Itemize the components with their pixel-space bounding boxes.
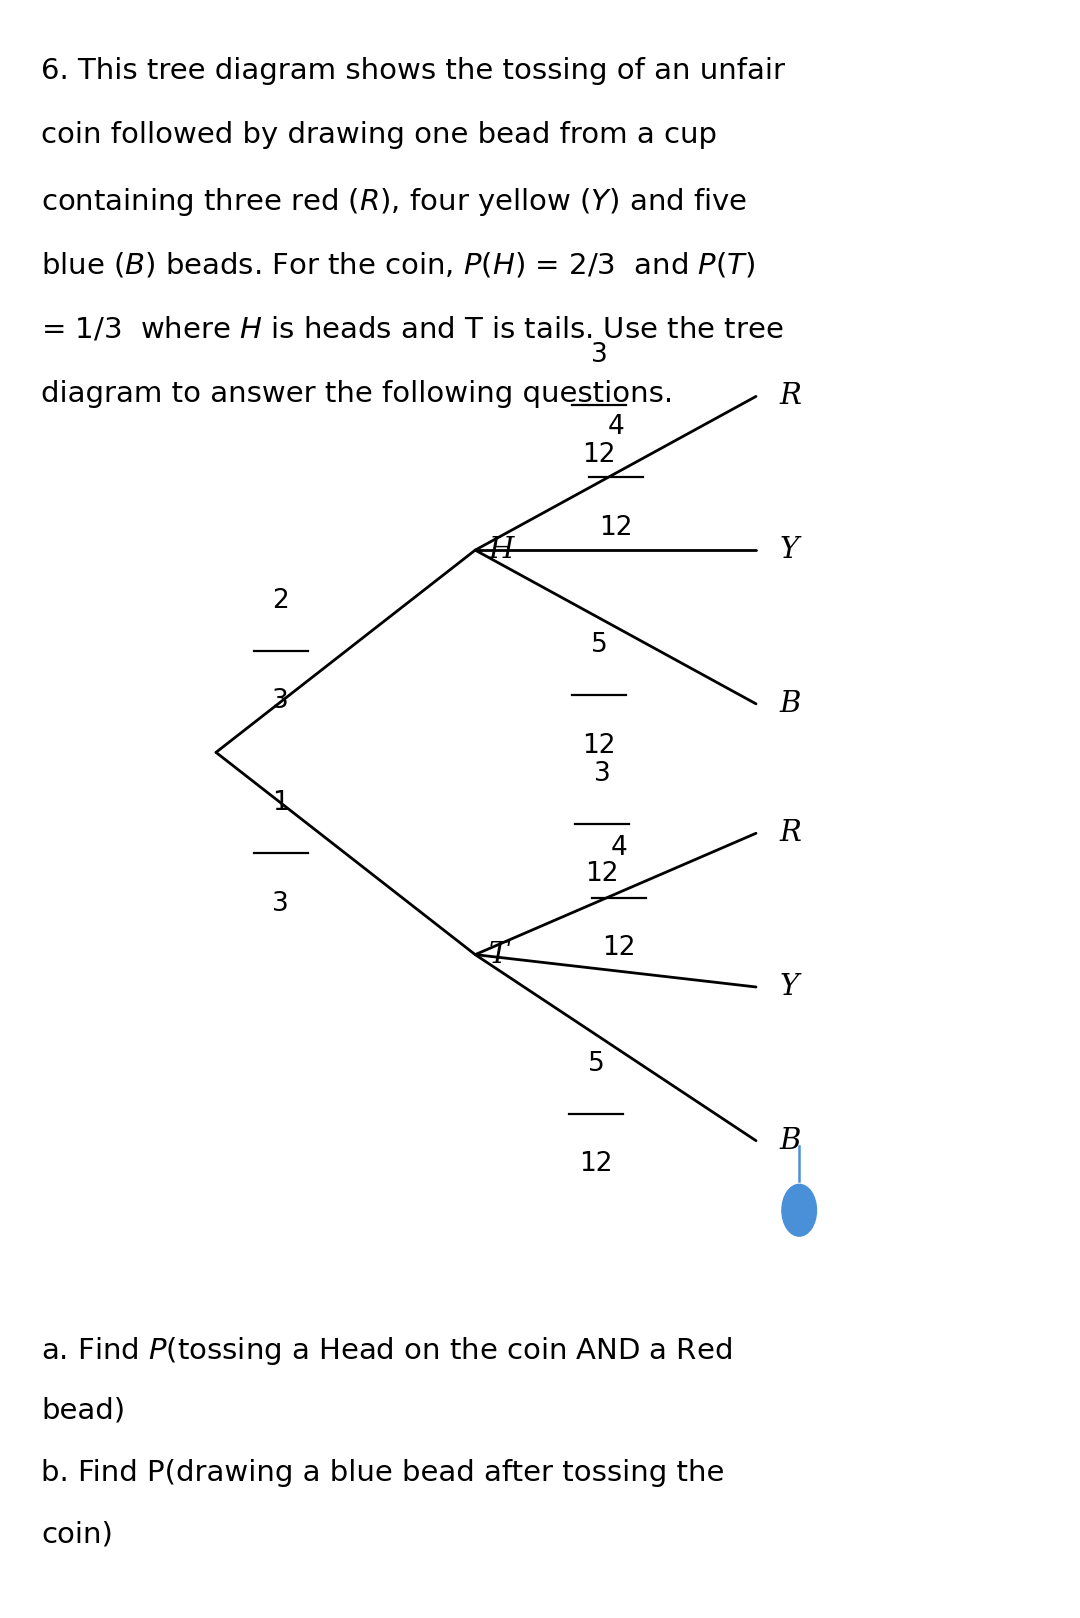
- Text: 1: 1: [272, 790, 289, 815]
- Text: diagram to answer the following questions.: diagram to answer the following question…: [41, 380, 673, 408]
- Text: B: B: [780, 689, 801, 718]
- Text: b. Find P(drawing a blue bead after tossing the: b. Find P(drawing a blue bead after toss…: [41, 1459, 725, 1487]
- Text: 12: 12: [585, 861, 619, 887]
- Text: 3: 3: [594, 760, 610, 786]
- Text: 12: 12: [579, 1152, 612, 1178]
- Text: 6. This tree diagram shows the tossing of an unfair: 6. This tree diagram shows the tossing o…: [41, 57, 785, 84]
- Text: 3: 3: [591, 341, 607, 367]
- Text: bead): bead): [41, 1396, 125, 1424]
- Text: Y: Y: [780, 972, 799, 1002]
- Text: containing three red ($R$), four yellow ($Y$) and five: containing three red ($R$), four yellow …: [41, 186, 747, 218]
- Text: 3: 3: [272, 689, 289, 715]
- Text: coin followed by drawing one bead from a cup: coin followed by drawing one bead from a…: [41, 121, 717, 149]
- Text: a. Find $P$(tossing a Head on the coin AND a Red: a. Find $P$(tossing a Head on the coin A…: [41, 1335, 732, 1367]
- Text: = 1/3  where $H$ is heads and T is tails. Use the tree: = 1/3 where $H$ is heads and T is tails.…: [41, 316, 783, 343]
- Circle shape: [782, 1184, 816, 1236]
- Text: 3: 3: [272, 890, 289, 917]
- Text: 12: 12: [582, 733, 616, 759]
- Text: 5: 5: [591, 633, 607, 659]
- Text: blue ($B$) beads. For the coin, $P$($H$) = 2/3  and $P$($T$): blue ($B$) beads. For the coin, $P$($H$)…: [41, 251, 756, 280]
- Text: 2: 2: [272, 587, 289, 615]
- Text: 5: 5: [588, 1052, 605, 1078]
- Text: R: R: [780, 819, 801, 848]
- Text: 4: 4: [611, 835, 627, 861]
- Text: R: R: [780, 382, 801, 411]
- Text: 12: 12: [582, 442, 616, 468]
- Text: B: B: [780, 1126, 801, 1155]
- Text: coin): coin): [41, 1521, 113, 1548]
- Text: Y: Y: [780, 536, 799, 565]
- Text: 4: 4: [607, 414, 624, 440]
- Text: 12: 12: [598, 515, 633, 540]
- Text: H: H: [488, 536, 513, 565]
- Text: T: T: [488, 940, 508, 969]
- Text: 12: 12: [603, 935, 636, 961]
